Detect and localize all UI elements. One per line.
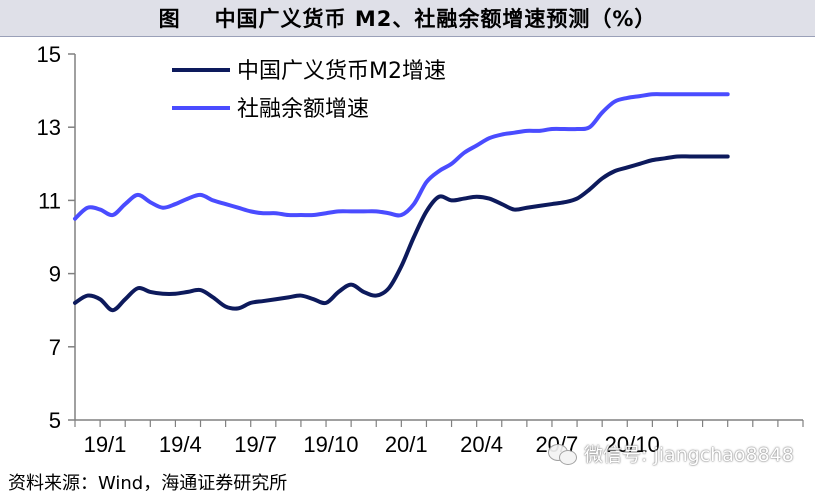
x-tick-label: 19/10 <box>303 432 358 457</box>
y-tick-label: 5 <box>49 408 61 433</box>
source-note: 资料来源：Wind，海通证券研究所 <box>8 473 288 494</box>
x-tick-label: 20/10 <box>605 432 660 457</box>
chart-title-bar: 图 中国广义货币 M2、社融余额增速预测（%） <box>0 0 815 37</box>
x-tick-label: 19/7 <box>234 432 277 457</box>
legend-label: 社融余额增速 <box>237 97 369 122</box>
x-tick-label: 20/4 <box>460 432 503 457</box>
watermark: 微信号: jiangchao8848 <box>548 440 794 467</box>
y-tick-label: 13 <box>37 115 61 140</box>
y-tick-label: 9 <box>49 262 61 287</box>
y-tick-label: 15 <box>37 42 61 67</box>
series-line-tsf <box>73 92 730 221</box>
line-chart: 57911131519/119/419/719/1020/120/420/720… <box>37 42 804 457</box>
chart-title: 中国广义货币 M2、社融余额增速预测（%） <box>214 7 657 31</box>
wechat-icon <box>548 442 578 466</box>
legend-label: 中国广义货币M2增速 <box>237 59 446 84</box>
y-tick-label: 7 <box>49 335 61 360</box>
x-tick-label: 19/1 <box>84 432 127 457</box>
watermark-text: 微信号: jiangchao8848 <box>584 444 794 466</box>
series-line-m2 <box>73 154 730 313</box>
y-tick-label: 11 <box>38 188 61 213</box>
figure-label: 图 <box>158 7 181 31</box>
x-tick-label: 19/4 <box>159 432 202 457</box>
x-tick-label: 20/1 <box>385 432 428 457</box>
